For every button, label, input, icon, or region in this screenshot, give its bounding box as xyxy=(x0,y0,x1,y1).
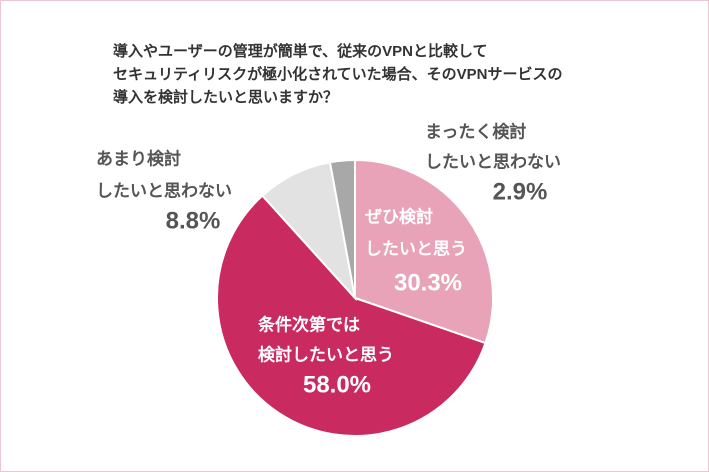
slice-label: したいと思う xyxy=(365,239,467,258)
pie-slice xyxy=(328,158,356,299)
slice-label: あまり検討 xyxy=(96,148,181,168)
chart-title: セキュリティリスクが極小化されていた場合、そのVPNサービスの xyxy=(113,65,563,83)
value-label: 8.8% xyxy=(166,207,221,234)
value-label: 58.0% xyxy=(303,371,371,398)
slice-label: したいと思わない xyxy=(425,152,561,171)
chart-title: 導入やユーザーの管理が簡単で、従来のVPNと比較して xyxy=(113,42,488,60)
chart-title: 導入を検討したいと思いますか？ xyxy=(113,88,338,106)
slice-label: 条件次第では xyxy=(257,314,360,334)
slice-label: ぜひ検討 xyxy=(365,206,433,226)
pie-slice xyxy=(216,194,487,437)
slice-label: したいと思わない xyxy=(96,181,232,200)
value-label: 30.3% xyxy=(394,269,462,296)
slice-label: 検討したいと思う xyxy=(258,344,394,364)
slice-label: まったく検討 xyxy=(425,121,526,141)
pie-slice xyxy=(354,158,494,345)
value-label: 2.9% xyxy=(493,178,548,205)
